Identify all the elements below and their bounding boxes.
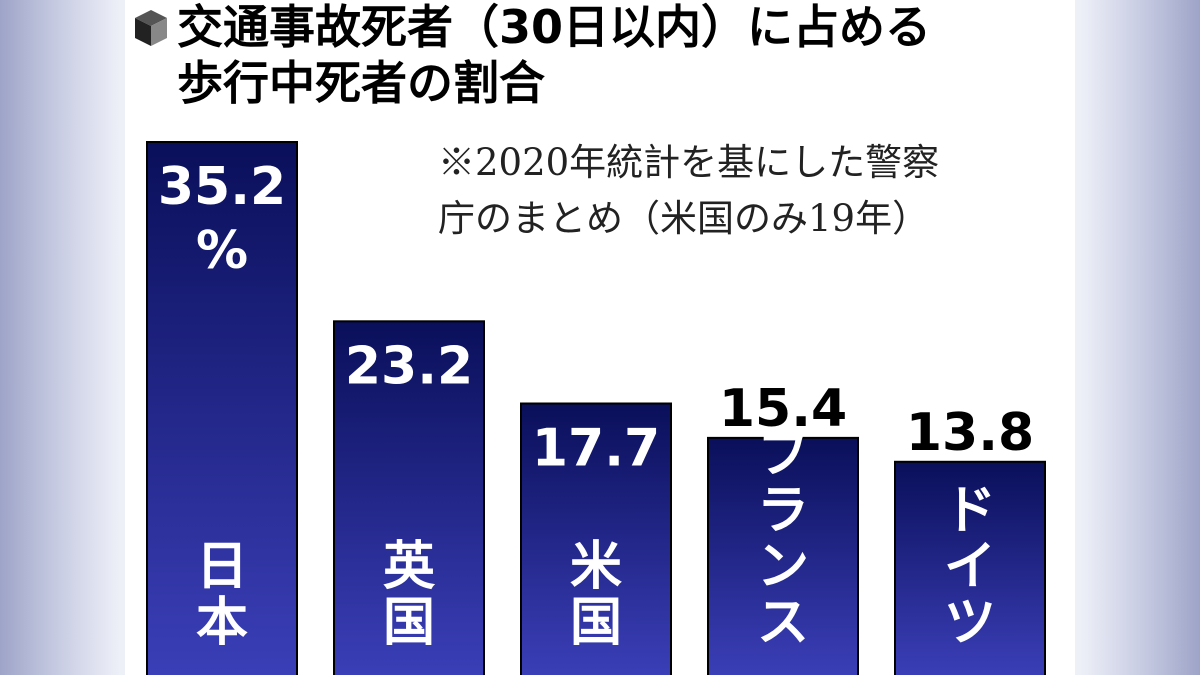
source-note-line-2: 庁のまとめ（米国のみ19年） xyxy=(438,197,930,240)
bar-3 xyxy=(707,436,859,675)
category-label-3: フランス xyxy=(757,425,809,653)
chart-card: 交通事故死者（30日以内）に占める 歩行中死者の割合 35.2% 日本 23.2 英国… xyxy=(125,0,1075,675)
category-label-1: 英国 xyxy=(383,537,436,653)
category-label-4: ドイツ xyxy=(944,481,996,653)
bar-2 xyxy=(520,402,672,675)
chart-title-line-2: 歩行中死者の割合 xyxy=(177,56,545,110)
chart-title-line-1: 交通事故死者（30日以内）に占める xyxy=(177,0,932,54)
bar-1 xyxy=(333,320,485,675)
bar-0 xyxy=(146,141,298,675)
value-label-1: 23.2 xyxy=(345,336,473,396)
category-label-0: 日本 xyxy=(196,537,248,653)
value-label-3: 15.4 xyxy=(719,379,847,439)
category-label-2: 米国 xyxy=(570,537,622,653)
value-label-4: 13.8 xyxy=(906,403,1034,463)
value-label-0: 35.2 xyxy=(158,157,286,217)
value-label-2: 17.7 xyxy=(532,419,660,479)
source-note-line-1: ※2020年統計を基にした警察 xyxy=(438,141,940,184)
bar-4 xyxy=(894,460,1046,675)
value-unit-label: % xyxy=(196,221,248,281)
cube-icon xyxy=(135,10,167,46)
